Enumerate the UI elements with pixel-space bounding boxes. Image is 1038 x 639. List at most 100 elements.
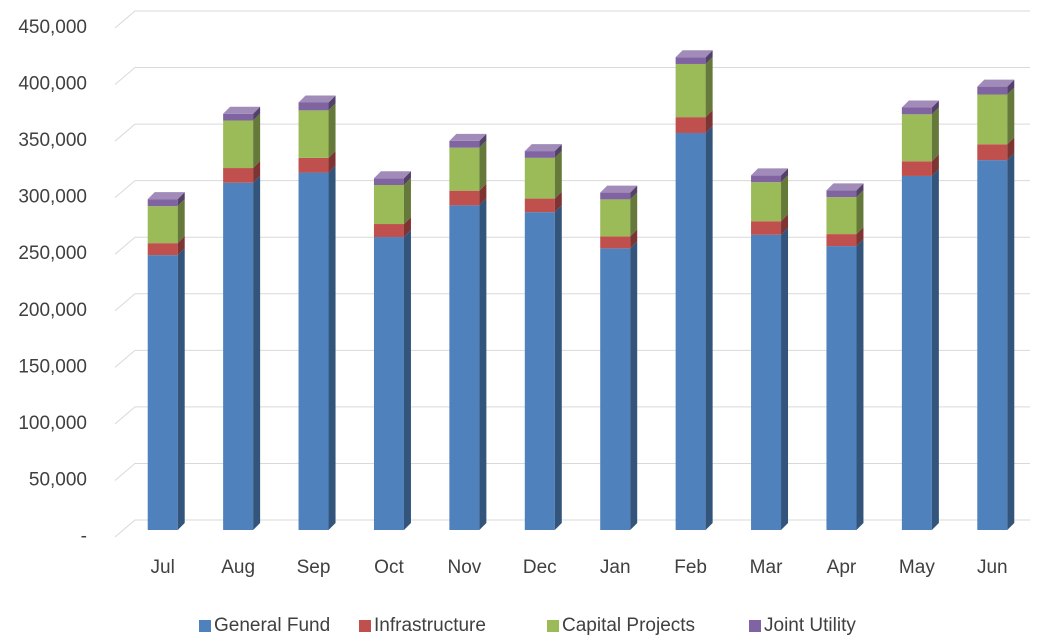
bar-side <box>177 236 185 256</box>
bar-segment <box>600 241 638 530</box>
y-tick-label: - <box>81 526 87 547</box>
bar-front <box>826 234 857 247</box>
bar-side <box>781 214 789 235</box>
bar-side <box>856 190 864 235</box>
bar-front <box>373 178 404 186</box>
bar-segment <box>373 171 411 186</box>
bar-side <box>1007 153 1015 531</box>
bar-front <box>600 199 631 237</box>
bar-side <box>403 178 411 225</box>
bar-front <box>977 94 1008 145</box>
bar-front <box>524 151 555 158</box>
bar-segment <box>524 191 562 213</box>
bar-side <box>781 227 789 530</box>
bar-front <box>449 190 480 206</box>
grid-line <box>114 519 1030 538</box>
x-tick-label: Apr <box>827 557 857 578</box>
bar-front <box>524 212 555 530</box>
x-tick-label: Nov <box>447 557 481 578</box>
legend-swatch <box>199 620 211 632</box>
bar-top <box>223 106 261 114</box>
bar-segment <box>901 168 939 530</box>
bar-front <box>449 140 480 148</box>
bar-top <box>751 168 789 176</box>
x-tick-label: Sep <box>297 557 331 578</box>
bar-front <box>675 117 706 133</box>
bar-segment <box>600 192 638 237</box>
bar-segment <box>449 140 487 191</box>
bar-side <box>630 229 638 249</box>
bar-front <box>223 113 254 121</box>
bar-segment <box>373 230 411 530</box>
bar-segment <box>977 79 1015 95</box>
bar-front <box>147 243 178 256</box>
bar-side <box>479 183 487 206</box>
bar-side <box>479 198 487 531</box>
bar-segment <box>373 178 411 225</box>
grid-line <box>114 180 1030 199</box>
x-tick-label: Jan <box>600 557 631 578</box>
grid-line <box>114 123 1030 142</box>
bar-side <box>479 140 487 191</box>
x-tick-label: Mar <box>750 557 783 578</box>
bar-front <box>826 190 857 198</box>
bar-segment <box>675 110 713 133</box>
legend-label: Joint Utility <box>764 615 856 636</box>
bar-front <box>373 185 404 225</box>
y-tick-label: 150,000 <box>18 356 87 377</box>
bar-segment <box>751 214 789 235</box>
bar-side <box>403 171 411 186</box>
bar-side <box>253 161 261 183</box>
bar-front <box>901 161 932 176</box>
bar-side <box>630 185 638 200</box>
legend-swatch <box>547 620 559 632</box>
bar-segment <box>977 137 1015 161</box>
legend-swatch <box>359 620 371 632</box>
bar-side <box>328 103 336 158</box>
bar-front <box>826 197 857 235</box>
x-tick-label: Aug <box>221 557 255 578</box>
x-tick-label: Dec <box>523 557 557 578</box>
y-tick-label: 50,000 <box>29 469 87 490</box>
x-tick-label: Oct <box>374 557 404 578</box>
bar-side <box>630 192 638 237</box>
bar-front <box>298 172 329 530</box>
bar-front <box>600 248 631 530</box>
bar-side <box>781 175 789 222</box>
bar-side <box>856 239 864 530</box>
bar-segment <box>826 239 864 530</box>
bar-segment <box>449 198 487 531</box>
bar-front <box>147 199 178 207</box>
bar-segment <box>675 50 713 64</box>
bar-top <box>675 50 713 58</box>
bar-side <box>177 192 185 207</box>
bar-segment <box>524 205 562 530</box>
bar-segment <box>977 153 1015 531</box>
bar-side <box>554 191 562 213</box>
bar-side <box>705 110 713 133</box>
bar-segment <box>373 217 411 238</box>
bar-side <box>554 205 562 530</box>
bar-top <box>449 133 487 141</box>
bar-front <box>298 102 329 111</box>
grid-line <box>114 10 1030 29</box>
bar-top <box>298 95 336 103</box>
bar-front <box>675 63 706 118</box>
bar-top <box>524 144 562 152</box>
bar-side <box>177 199 185 244</box>
bar-segment <box>826 190 864 235</box>
bar-front <box>675 132 706 531</box>
bar-segment <box>298 165 336 530</box>
bar-segment <box>826 183 864 198</box>
bar-front <box>373 237 404 530</box>
bar-front <box>600 192 631 200</box>
bar-front <box>524 157 555 199</box>
bar-front <box>373 224 404 238</box>
x-tick-label: May <box>899 557 935 578</box>
legend-label: Capital Projects <box>562 615 695 636</box>
bar-top <box>147 192 185 200</box>
bar-segment <box>600 229 638 249</box>
bar-front <box>223 168 254 183</box>
y-tick-label: 300,000 <box>18 187 87 208</box>
bar-side <box>328 150 336 173</box>
